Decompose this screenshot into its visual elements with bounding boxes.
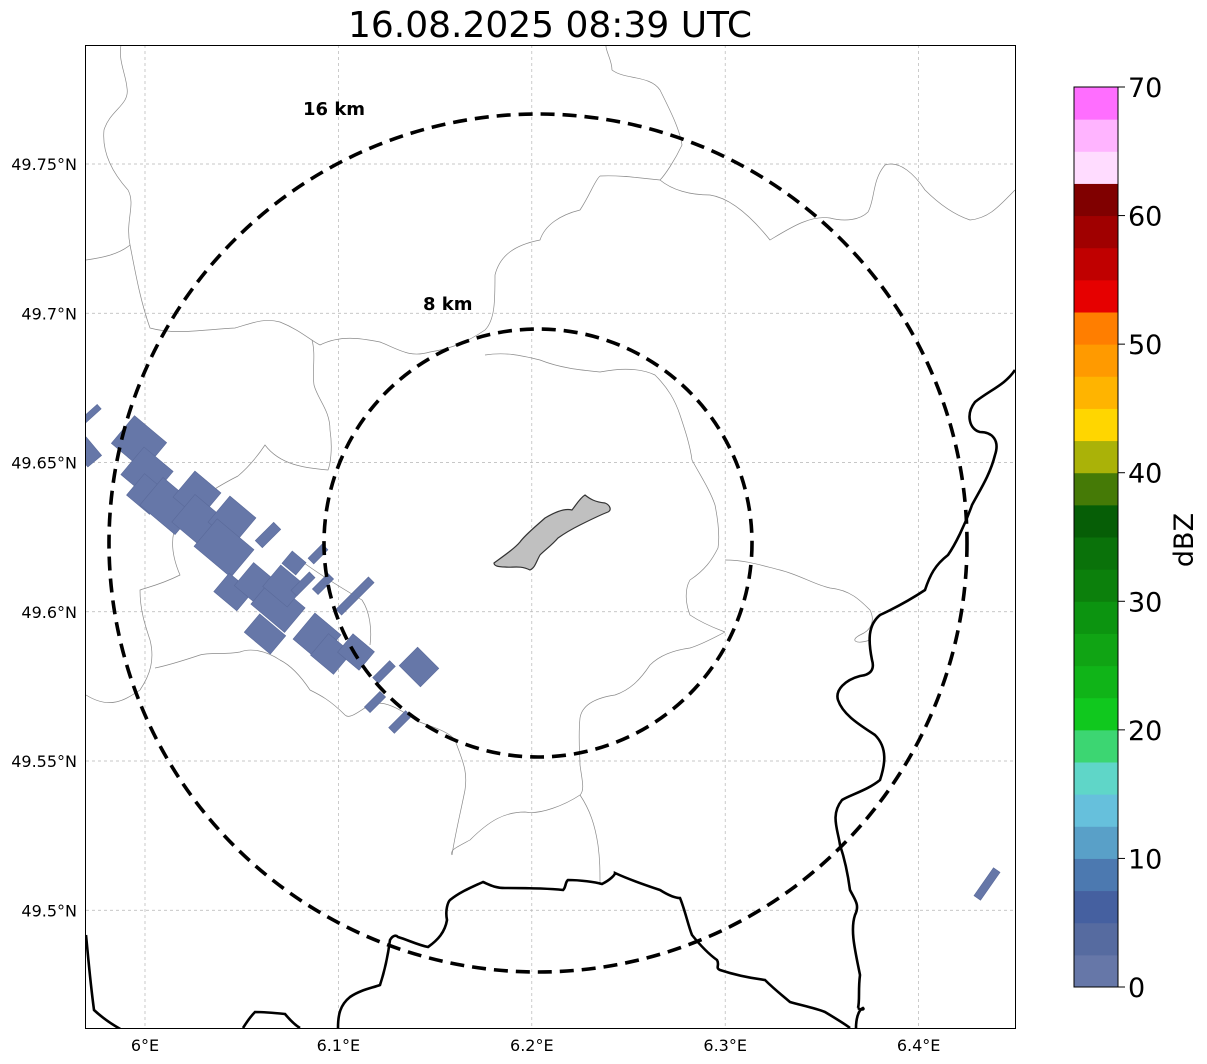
colorbar-tick-labels: 0 10 20 30 40 50 60 70 [1118,73,1162,1004]
colorbar-tick-label: 0 [1128,973,1145,1004]
colorbar-segment [1074,408,1118,442]
colorbar-segment [1074,312,1118,345]
colorbar-segment [1074,633,1118,667]
colorbar-segment [1074,922,1118,956]
colorbar-segment [1074,762,1118,795]
lat-tick-label: 49.75°N [11,155,77,174]
colorbar-segment [1074,569,1118,602]
colorbar [1073,86,1119,988]
colorbar-label: dBZ [1169,513,1200,567]
colorbar-segment [1074,279,1118,313]
colorbar-segment [1074,183,1118,217]
lon-tick-label: 6.3°E [703,1036,747,1055]
lat-tick-label: 49.6°N [21,603,77,622]
colorbar-frame [1073,86,1119,988]
colorbar-segment [1074,472,1118,506]
map-title: 16.08.2025 08:39 UTC [347,5,753,46]
longitude-tick-labels: 6°E 6.1°E 6.2°E 6.3°E 6.4°E [131,1036,941,1055]
lat-tick-label: 49.55°N [11,752,77,771]
lon-tick-label: 6°E [131,1036,159,1055]
national-border [86,369,1015,1028]
colorbar-segment [1074,119,1118,152]
lon-tick-label: 6.2°E [510,1036,554,1055]
map-gridlines [86,45,1015,1028]
ring-label-8km: 8 km [423,294,473,315]
colorbar-tick-label: 40 [1128,459,1162,490]
colorbar-segment [1074,151,1118,184]
map-layers [86,45,1015,1028]
range-ring-16km-outline [107,112,969,974]
lat-tick-label: 49.65°N [11,454,77,473]
colorbar-tick-label: 20 [1128,716,1162,747]
colorbar-segment [1074,665,1118,699]
colorbar-segment [1074,601,1118,634]
colorbar-segment [1074,858,1118,892]
colorbar-tick-label: 10 [1128,844,1162,875]
lat-tick-label: 49.7°N [21,304,77,323]
colorbar-segment [1074,247,1118,281]
colorbar-segment [1074,537,1118,570]
range-ring-8km-outline [322,327,754,759]
colorbar-segment [1074,890,1118,924]
colorbar-segment [1074,344,1118,377]
radar-echoes [86,403,1001,901]
lat-tick-label: 49.5°N [21,901,77,920]
colorbar-segment [1074,376,1118,409]
colorbar-segment [1074,826,1118,859]
colorbar-segment [1074,954,1118,988]
map-frame [85,45,1016,1029]
colorbar-segment [1074,504,1118,538]
lon-tick-label: 6.1°E [317,1036,361,1055]
colorbar-tick-label: 70 [1128,73,1162,104]
lon-tick-label: 6.4°E [897,1036,941,1055]
colorbar-segment [1074,215,1118,249]
colorbar-tick-label: 30 [1128,587,1162,618]
colorbar-segment [1074,794,1118,827]
city-area [493,494,611,571]
colorbar-tick-label: 60 [1128,202,1162,233]
colorbar-segment [1074,697,1118,731]
colorbar-tick-label: 50 [1128,330,1162,361]
colorbar-segment [1074,440,1118,474]
colorbar-segment [1074,87,1118,120]
commune-boundaries [86,45,1015,886]
colorbar-segment [1074,729,1118,763]
ring-label-16km: 16 km [303,99,365,120]
latitude-tick-labels: 49.75°N 49.7°N 49.65°N 49.6°N 49.55°N 49.5°N [11,155,77,920]
